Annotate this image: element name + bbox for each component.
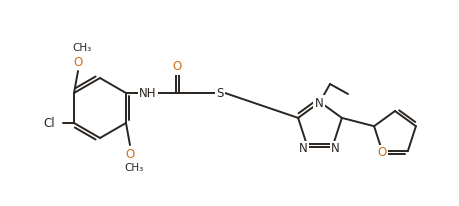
Text: O: O xyxy=(73,55,83,69)
Text: O: O xyxy=(377,146,386,159)
Text: N: N xyxy=(314,96,323,110)
Text: O: O xyxy=(173,61,182,74)
Text: Cl: Cl xyxy=(43,117,55,130)
Text: CH₃: CH₃ xyxy=(124,163,143,173)
Text: N: N xyxy=(330,142,339,155)
Text: CH₃: CH₃ xyxy=(72,43,91,53)
Text: N: N xyxy=(298,142,307,155)
Text: S: S xyxy=(216,87,223,99)
Text: NH: NH xyxy=(139,87,157,99)
Text: O: O xyxy=(125,147,134,160)
